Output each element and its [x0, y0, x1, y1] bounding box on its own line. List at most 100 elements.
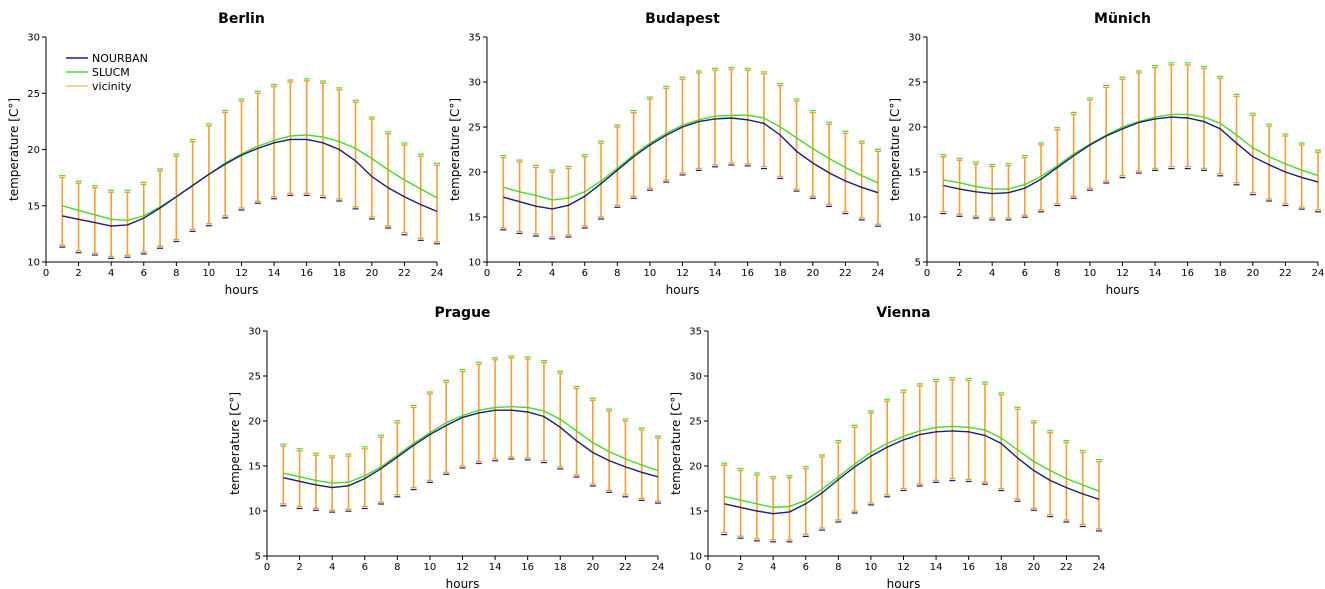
x-tick-label: 4 — [989, 268, 995, 279]
x-tick-label: 20 — [586, 562, 599, 573]
y-tick-label: 5 — [255, 552, 261, 563]
x-tick-label: 18 — [554, 562, 567, 573]
y-tick-label: 30 — [248, 327, 261, 338]
x-tick-label: 14 — [930, 562, 943, 573]
y-tick-label: 25 — [27, 89, 40, 100]
x-tick-label: 18 — [1214, 268, 1227, 279]
nourban-line — [62, 138, 438, 227]
y-tick-label: 10 — [248, 507, 261, 518]
y-axis-label: temperature [C°] — [448, 98, 462, 201]
chart-title: Münich — [1094, 11, 1151, 27]
x-tick-label: 22 — [619, 562, 632, 573]
x-tick-label: 24 — [652, 562, 665, 573]
x-tick-label: 2 — [296, 562, 302, 573]
y-tick-label: 15 — [908, 168, 921, 179]
y-tick-label: 35 — [689, 327, 702, 338]
legend-label-vicinity: vicinity — [92, 80, 132, 93]
x-axis-label: hours — [225, 283, 259, 297]
x-tick-label: 2 — [956, 268, 962, 279]
x-tick-label: 4 — [329, 562, 335, 573]
legend-label-slucm: SLUCM — [92, 66, 130, 79]
x-tick-label: 16 — [1181, 268, 1194, 279]
chart-title: Prague — [434, 305, 490, 321]
chart-title: Budapest — [645, 11, 720, 27]
x-tick-label: 2 — [737, 562, 743, 573]
x-axis-label: hours — [446, 577, 480, 589]
x-tick-label: 14 — [709, 268, 722, 279]
x-tick-label: 12 — [235, 268, 248, 279]
slucm-line — [724, 425, 1100, 509]
x-tick-label: 20 — [1027, 562, 1040, 573]
y-axis-label: temperature [C°] — [228, 392, 242, 495]
x-tick-label: 10 — [424, 562, 437, 573]
x-tick-label: 18 — [995, 562, 1008, 573]
x-tick-label: 2 — [75, 268, 81, 279]
x-tick-label: 12 — [456, 562, 469, 573]
y-tick-label: 10 — [468, 258, 481, 269]
chart-title: Berlin — [218, 11, 265, 27]
y-tick-label: 20 — [689, 462, 702, 473]
x-axis-label: hours — [887, 577, 921, 589]
x-tick-label: 0 — [264, 562, 270, 573]
y-tick-label: 30 — [468, 78, 481, 89]
y-tick-label: 25 — [468, 123, 481, 134]
x-tick-label: 24 — [1093, 562, 1106, 573]
x-tick-label: 14 — [1149, 268, 1162, 279]
y-tick-label: 15 — [248, 462, 261, 473]
x-tick-label: 24 — [431, 268, 444, 279]
x-tick-label: 16 — [300, 268, 313, 279]
y-tick-label: 30 — [908, 33, 921, 44]
y-tick-label: 25 — [248, 372, 261, 383]
x-axis-label: hours — [666, 283, 700, 297]
x-tick-label: 14 — [489, 562, 502, 573]
x-tick-label: 12 — [897, 562, 910, 573]
slucm-line — [943, 113, 1319, 190]
y-tick-label: 25 — [689, 417, 702, 428]
x-tick-label: 12 — [1116, 268, 1129, 279]
y-axis-label: temperature [C°] — [669, 392, 683, 495]
slucm-line — [503, 114, 879, 201]
x-tick-label: 0 — [924, 268, 930, 279]
x-tick-label: 8 — [614, 268, 620, 279]
x-tick-label: 8 — [173, 268, 179, 279]
y-tick-label: 10 — [908, 213, 921, 224]
x-tick-label: 10 — [865, 562, 878, 573]
x-tick-label: 10 — [203, 268, 216, 279]
x-tick-label: 4 — [108, 268, 114, 279]
slucm-line — [62, 134, 438, 222]
x-tick-label: 12 — [676, 268, 689, 279]
x-tick-label: 4 — [549, 268, 555, 279]
y-tick-label: 20 — [468, 168, 481, 179]
x-tick-label: 6 — [1022, 268, 1028, 279]
legend-label-nourban: NOURBAN — [92, 52, 148, 65]
x-tick-label: 22 — [1060, 562, 1073, 573]
y-tick-label: 15 — [689, 507, 702, 518]
slucm-line — [283, 405, 659, 484]
x-tick-label: 2 — [516, 268, 522, 279]
x-tick-label: 8 — [835, 562, 841, 573]
x-tick-label: 14 — [268, 268, 281, 279]
y-tick-label: 5 — [915, 258, 921, 269]
x-tick-label: 6 — [141, 268, 147, 279]
x-tick-label: 18 — [774, 268, 787, 279]
x-axis-label: hours — [1106, 283, 1140, 297]
x-tick-label: 18 — [333, 268, 346, 279]
x-tick-label: 10 — [644, 268, 657, 279]
y-tick-label: 10 — [27, 258, 40, 269]
x-tick-label: 0 — [43, 268, 49, 279]
y-axis-label: temperature [C°] — [7, 98, 21, 201]
y-tick-label: 30 — [27, 33, 40, 44]
y-tick-label: 20 — [908, 123, 921, 134]
y-tick-label: 30 — [689, 372, 702, 383]
x-tick-label: 8 — [394, 562, 400, 573]
nourban-line — [283, 409, 659, 489]
x-tick-label: 6 — [362, 562, 368, 573]
x-tick-label: 10 — [1084, 268, 1097, 279]
nourban-line — [943, 116, 1319, 195]
